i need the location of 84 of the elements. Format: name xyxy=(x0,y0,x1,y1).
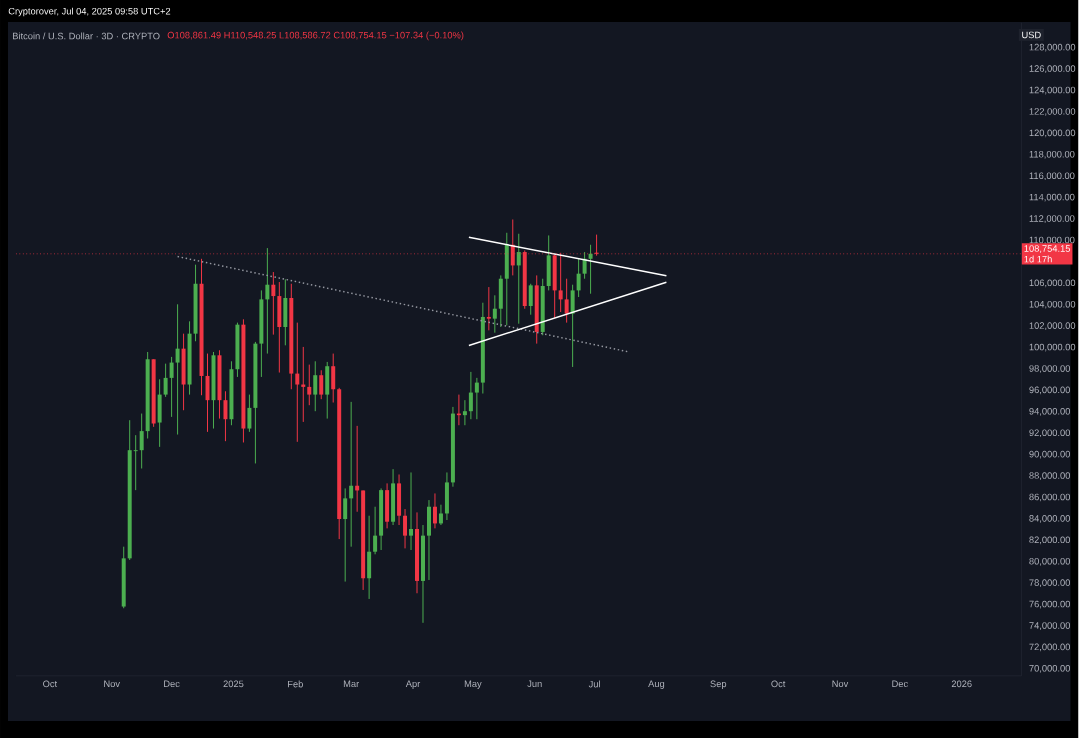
y-tick-label: 72,000.00 xyxy=(1029,643,1071,652)
x-tick-label: Apr xyxy=(405,680,421,689)
x-tick-label: Aug xyxy=(648,680,665,689)
y-tick-label: 110,000.00 xyxy=(1029,236,1075,245)
x-tick-label: Feb xyxy=(288,680,303,688)
y-tick-label: 116,000.00 xyxy=(1029,172,1075,181)
x-tick-label: 2026 xyxy=(951,680,972,688)
candlestick xyxy=(564,278,569,324)
x-tick-label: Dec xyxy=(892,680,908,688)
candlestick xyxy=(373,506,378,555)
y-tick-label: 124,000.00 xyxy=(1029,86,1076,95)
candlestick xyxy=(133,434,138,491)
y-tick-label: 100,000.00 xyxy=(1029,343,1076,352)
y-tick-label: 90,000.00 xyxy=(1029,450,1071,459)
x-tick-label: Jul xyxy=(588,680,600,688)
y-tick-label: 74,000.00 xyxy=(1029,622,1071,630)
candlestick xyxy=(169,356,174,418)
candlestick xyxy=(462,399,467,426)
y-tick-label: 92,000.00 xyxy=(1029,429,1071,438)
x-tick-label: Nov xyxy=(104,680,120,688)
candlestick xyxy=(163,363,168,398)
candlestick xyxy=(271,271,276,336)
y-tick-label: 106,000.00 xyxy=(1029,279,1076,288)
candlestick xyxy=(247,394,252,433)
candlestick xyxy=(516,233,521,325)
x-tick-label: 2025 xyxy=(223,680,244,688)
candlestick xyxy=(409,471,414,551)
y-tick-label: 86,000.00 xyxy=(1029,493,1071,502)
x-tick-label: Oct xyxy=(771,680,786,688)
x-tick-label: Jun xyxy=(527,680,542,688)
y-tick-label: 88,000.00 xyxy=(1029,472,1071,480)
y-tick-label: 78,000.00 xyxy=(1029,579,1071,588)
x-tick-label: Oct xyxy=(43,680,58,688)
x-tick-label: Sep xyxy=(710,680,727,690)
candlestick xyxy=(139,413,144,470)
y-tick-label: 118,000.00 xyxy=(1029,150,1075,159)
candlestick xyxy=(432,492,437,529)
candlestick xyxy=(438,504,443,526)
y-tick-label: 94,000.00 xyxy=(1029,408,1071,416)
x-tick-label: Nov xyxy=(832,680,849,688)
x-tick-label: Mar xyxy=(343,680,360,688)
y-tick-label: 114,000.00 xyxy=(1029,193,1075,202)
candlestick xyxy=(468,371,473,420)
candlestick xyxy=(492,294,497,334)
y-tick-label: 104,000.00 xyxy=(1029,300,1076,309)
text: 1d 17h xyxy=(1024,255,1052,263)
y-tick-label: 76,000.00 xyxy=(1029,600,1071,609)
candlestick xyxy=(313,360,318,412)
candlestick xyxy=(265,247,270,355)
y-tick-label: 82,000.00 xyxy=(1029,536,1071,545)
ref-line-label: 108,754.15 xyxy=(1024,245,1071,253)
y-tick-label: 84,000.00 xyxy=(1029,515,1071,523)
y-tick-label: 80,000.00 xyxy=(1029,557,1071,566)
candlestick xyxy=(175,303,180,436)
candlestick xyxy=(474,377,479,420)
candlestick xyxy=(588,244,593,295)
x-tick-label: Dec xyxy=(164,680,180,688)
candlestick xyxy=(528,283,533,316)
y-tick-label: 122,000.00 xyxy=(1029,108,1076,116)
y-tick-label: 96,000.00 xyxy=(1029,386,1071,395)
text: Cryptorover, Jul 04, 2025 09:58 UTC+2 xyxy=(8,7,171,17)
y-tick-label: 102,000.00 xyxy=(1029,322,1076,331)
y-tick-label: 112,000.00 xyxy=(1029,215,1075,223)
y-tick-label: 120,000.00 xyxy=(1029,129,1076,138)
candlestick xyxy=(576,258,581,298)
y-tick-label: 70,000.00 xyxy=(1029,665,1071,673)
candlestick xyxy=(349,401,354,548)
candlestick xyxy=(307,364,312,406)
candlestick xyxy=(295,322,300,443)
y-tick-label: 98,000.00 xyxy=(1029,365,1071,373)
text: Bitcoin / U.S. Dollar · 3D · CRYPTO xyxy=(13,32,160,40)
candlestick xyxy=(223,390,228,442)
candlestick xyxy=(570,284,575,368)
candlestick xyxy=(343,487,348,583)
y-tick-label: 126,000.00 xyxy=(1029,65,1076,73)
candlestick xyxy=(319,369,324,400)
candlestick xyxy=(331,353,336,404)
y-tick-label: 128,000.00 xyxy=(1029,43,1076,52)
y-axis-title: USD xyxy=(1022,31,1041,39)
candlestick xyxy=(582,251,587,280)
text: O108,861.49 H110,548.25 L108,586.72 C108,754.15 −107.34 (−0.10%) xyxy=(167,31,464,41)
candlestick xyxy=(486,286,491,331)
candlestick xyxy=(403,508,408,549)
x-tick-label: May xyxy=(464,680,482,689)
